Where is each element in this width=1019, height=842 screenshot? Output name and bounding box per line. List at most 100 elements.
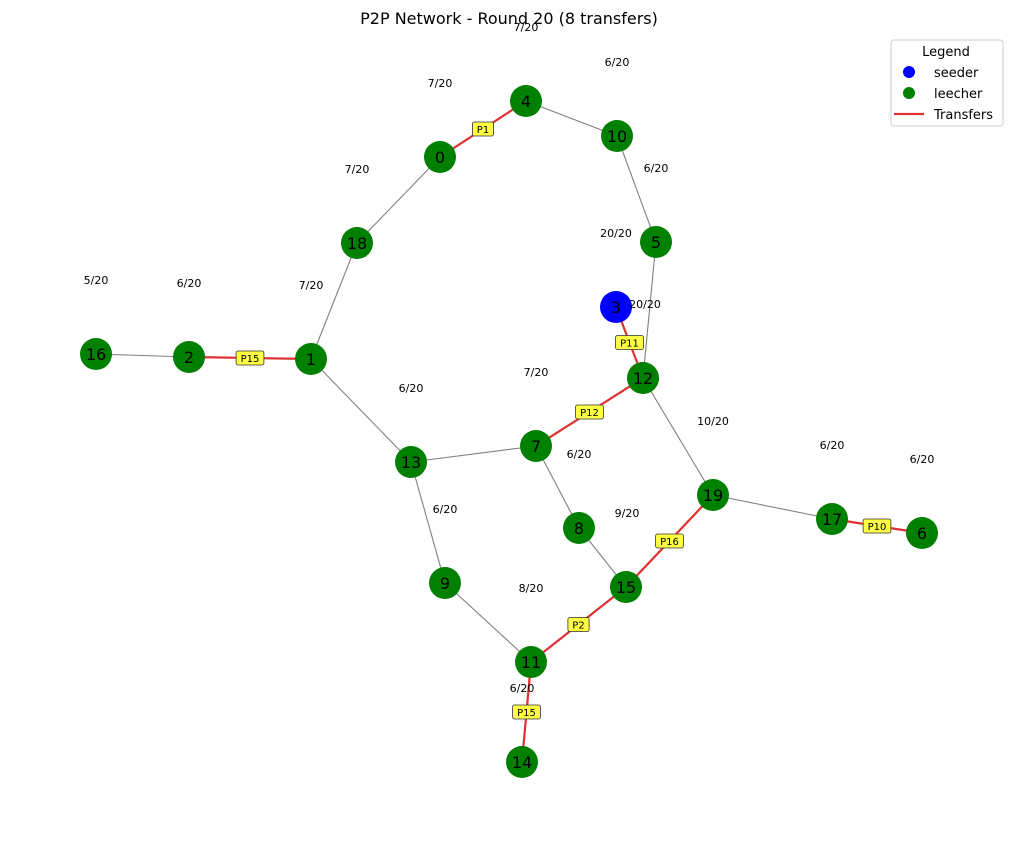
progress-label-12: 10/20 xyxy=(697,415,729,428)
node-6[interactable]: 6 xyxy=(906,517,938,549)
edge-19-17 xyxy=(712,494,833,520)
node-1[interactable]: 1 xyxy=(295,343,327,375)
node-circle xyxy=(627,362,659,394)
transfer-tag-1-2: P15 xyxy=(235,350,265,366)
node-17[interactable]: 17 xyxy=(816,503,848,535)
progress-label-9: 6/20 xyxy=(433,503,458,516)
node-label: 19 xyxy=(703,486,723,505)
node-4[interactable]: 4 xyxy=(510,85,542,117)
transfer-tag-17-6: P10 xyxy=(862,518,892,534)
node-12[interactable]: 12 xyxy=(627,362,659,394)
progress-labels-layer: 7/20 7/20 6/20 20/20 7/20 20/20 6/20 7/20 6/20 6/… xyxy=(84,21,935,695)
progress-label-13: 6/20 xyxy=(399,382,424,395)
node-15[interactable]: 15 xyxy=(610,571,642,603)
node-3[interactable]: 3 xyxy=(600,291,632,323)
transfer-tag-15-11: P2 xyxy=(567,617,590,632)
node-label: 5 xyxy=(651,233,661,252)
transfers-layer xyxy=(196,104,915,755)
node-circle xyxy=(395,446,427,478)
progress-label-14: 6/20 xyxy=(510,682,535,695)
transfer-tag-12-7: P12 xyxy=(575,404,604,420)
edge-13-7 xyxy=(410,445,537,463)
edge-1-13 xyxy=(310,358,412,463)
progress-label-1: 7/20 xyxy=(299,279,324,292)
node-5[interactable]: 5 xyxy=(640,226,672,258)
node-circle xyxy=(173,341,205,373)
progress-label-0: 7/20 xyxy=(428,77,453,90)
tag-box xyxy=(655,533,684,549)
node-label: 12 xyxy=(633,369,653,388)
node-label: 4 xyxy=(521,92,531,111)
progress-label-11: 8/20 xyxy=(519,582,544,595)
tag-text: P11 xyxy=(620,339,639,350)
legend-item-transfers: Transfers xyxy=(894,108,993,123)
node-circle xyxy=(906,517,938,549)
legend-title: Legend xyxy=(922,45,970,60)
node-label: 17 xyxy=(822,510,842,529)
tag-text: P1 xyxy=(477,125,489,136)
tag-text: P15 xyxy=(517,708,536,719)
progress-label-5: 20/20 xyxy=(600,227,632,240)
node-13[interactable]: 13 xyxy=(395,446,427,478)
tag-box xyxy=(575,404,604,420)
node-circle xyxy=(341,227,373,259)
edges-layer xyxy=(95,100,833,663)
edge-12-19 xyxy=(642,377,714,496)
node-circle xyxy=(295,343,327,375)
edge-4-10 xyxy=(525,100,618,137)
node-label: 9 xyxy=(440,574,450,593)
transfer-tag-3-12: P11 xyxy=(615,335,644,350)
tag-box xyxy=(567,617,590,632)
tag-text: P15 xyxy=(241,354,260,365)
node-circle xyxy=(697,479,729,511)
node-11[interactable]: 11 xyxy=(515,646,547,678)
tag-box xyxy=(471,121,494,137)
node-circle xyxy=(816,503,848,535)
transfer-tag-19-15: P16 xyxy=(655,533,684,549)
node-circle xyxy=(506,746,538,778)
tag-text: P16 xyxy=(660,537,679,548)
edge-10-5 xyxy=(616,135,657,243)
legend-swatch xyxy=(903,66,915,78)
transfer-tags-layer: P1 P15 P11 P12 P16 P10 P2 P15 xyxy=(235,121,892,720)
node-10[interactable]: 10 xyxy=(601,120,633,152)
edge-9-11 xyxy=(444,582,532,663)
legend: Legend seeder leecher Transfers xyxy=(890,39,1004,127)
transfer-tag-0-4: P1 xyxy=(471,121,494,137)
node-circle xyxy=(563,512,595,544)
node-19[interactable]: 19 xyxy=(697,479,729,511)
progress-label-7: 7/20 xyxy=(524,366,549,379)
legend-items: seeder leecher Transfers xyxy=(894,66,993,123)
node-9[interactable]: 9 xyxy=(429,567,461,599)
node-8[interactable]: 8 xyxy=(563,512,595,544)
node-circle xyxy=(601,120,633,152)
node-circle xyxy=(80,338,112,370)
node-18[interactable]: 18 xyxy=(341,227,373,259)
node-14[interactable]: 14 xyxy=(506,746,538,778)
progress-label-6: 6/20 xyxy=(910,453,935,466)
node-circle xyxy=(510,85,542,117)
tag-box xyxy=(512,704,541,720)
node-16[interactable]: 16 xyxy=(80,338,112,370)
node-2[interactable]: 2 xyxy=(173,341,205,373)
node-label: 1 xyxy=(306,350,316,369)
progress-label-2: 6/20 xyxy=(177,277,202,290)
legend-label: leecher xyxy=(934,87,983,102)
tag-box xyxy=(235,350,265,366)
node-label: 18 xyxy=(347,234,367,253)
node-label: 16 xyxy=(86,345,106,364)
node-circle xyxy=(520,430,552,462)
node-0[interactable]: 0 xyxy=(424,141,456,173)
progress-label-17: 6/20 xyxy=(820,439,845,452)
node-label: 10 xyxy=(607,127,627,146)
tag-box xyxy=(862,518,892,534)
tag-text: P10 xyxy=(868,522,887,533)
node-label: 3 xyxy=(611,298,621,317)
node-circle xyxy=(429,567,461,599)
node-label: 7 xyxy=(531,437,541,456)
legend-swatch xyxy=(903,87,915,99)
node-7[interactable]: 7 xyxy=(520,430,552,462)
node-label: 8 xyxy=(574,519,584,538)
